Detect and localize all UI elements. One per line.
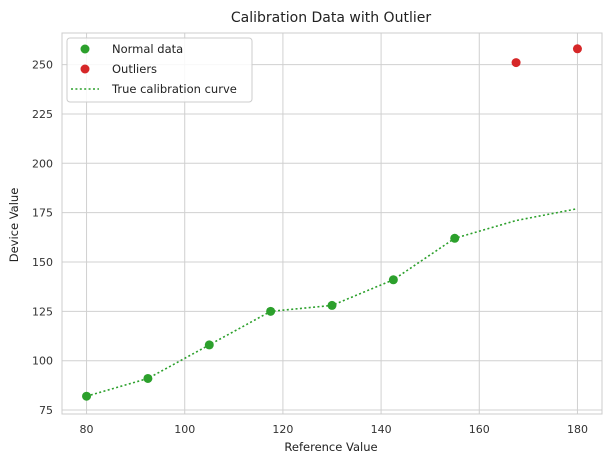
legend-label: Outliers — [112, 62, 157, 76]
x-axis-label: Reference Value — [284, 440, 377, 454]
grid — [62, 33, 602, 414]
chart-title: Calibration Data with Outlier — [231, 10, 431, 26]
plot-series — [82, 44, 582, 401]
tick-labels: 80 100 120 140 160 180 75 100 125 150 175 200 225 250 — [32, 59, 588, 436]
normal-data-point — [204, 340, 214, 350]
normal-data-point — [143, 373, 153, 383]
y-tick-label: 150 — [32, 256, 53, 269]
plot-frame — [61, 32, 603, 415]
legend-box — [66, 37, 253, 103]
y-tick-label: 175 — [32, 207, 53, 220]
x-tick-label: 80 — [80, 423, 94, 436]
legend-label: True calibration curve — [111, 82, 237, 96]
x-tick-label: 160 — [469, 423, 490, 436]
y-tick-label: 225 — [32, 108, 53, 121]
normal-data-point — [388, 275, 398, 285]
legend: Normal data Outliers True calibration curv… — [66, 37, 253, 103]
legend-label: Normal data — [112, 42, 183, 56]
y-axis-label: Device Value — [7, 188, 21, 263]
normal-data-point — [327, 300, 337, 310]
legend-marker — [80, 44, 90, 54]
axes — [61, 32, 603, 415]
x-tick-label: 180 — [567, 423, 588, 436]
outliers-point — [511, 58, 521, 68]
x-tick-label: 100 — [174, 423, 195, 436]
y-tick-label: 125 — [32, 305, 53, 318]
y-tick-label: 75 — [39, 404, 53, 417]
y-tick-label: 100 — [32, 355, 53, 368]
y-tick-label: 250 — [32, 59, 53, 72]
normal-data-point — [82, 391, 92, 401]
legend-marker — [80, 64, 90, 74]
x-tick-label: 140 — [371, 423, 392, 436]
x-tick-label: 120 — [272, 423, 293, 436]
y-tick-label: 200 — [32, 157, 53, 170]
normal-data-point — [266, 306, 276, 316]
outliers-point — [572, 44, 582, 54]
normal-data-point — [450, 233, 460, 243]
